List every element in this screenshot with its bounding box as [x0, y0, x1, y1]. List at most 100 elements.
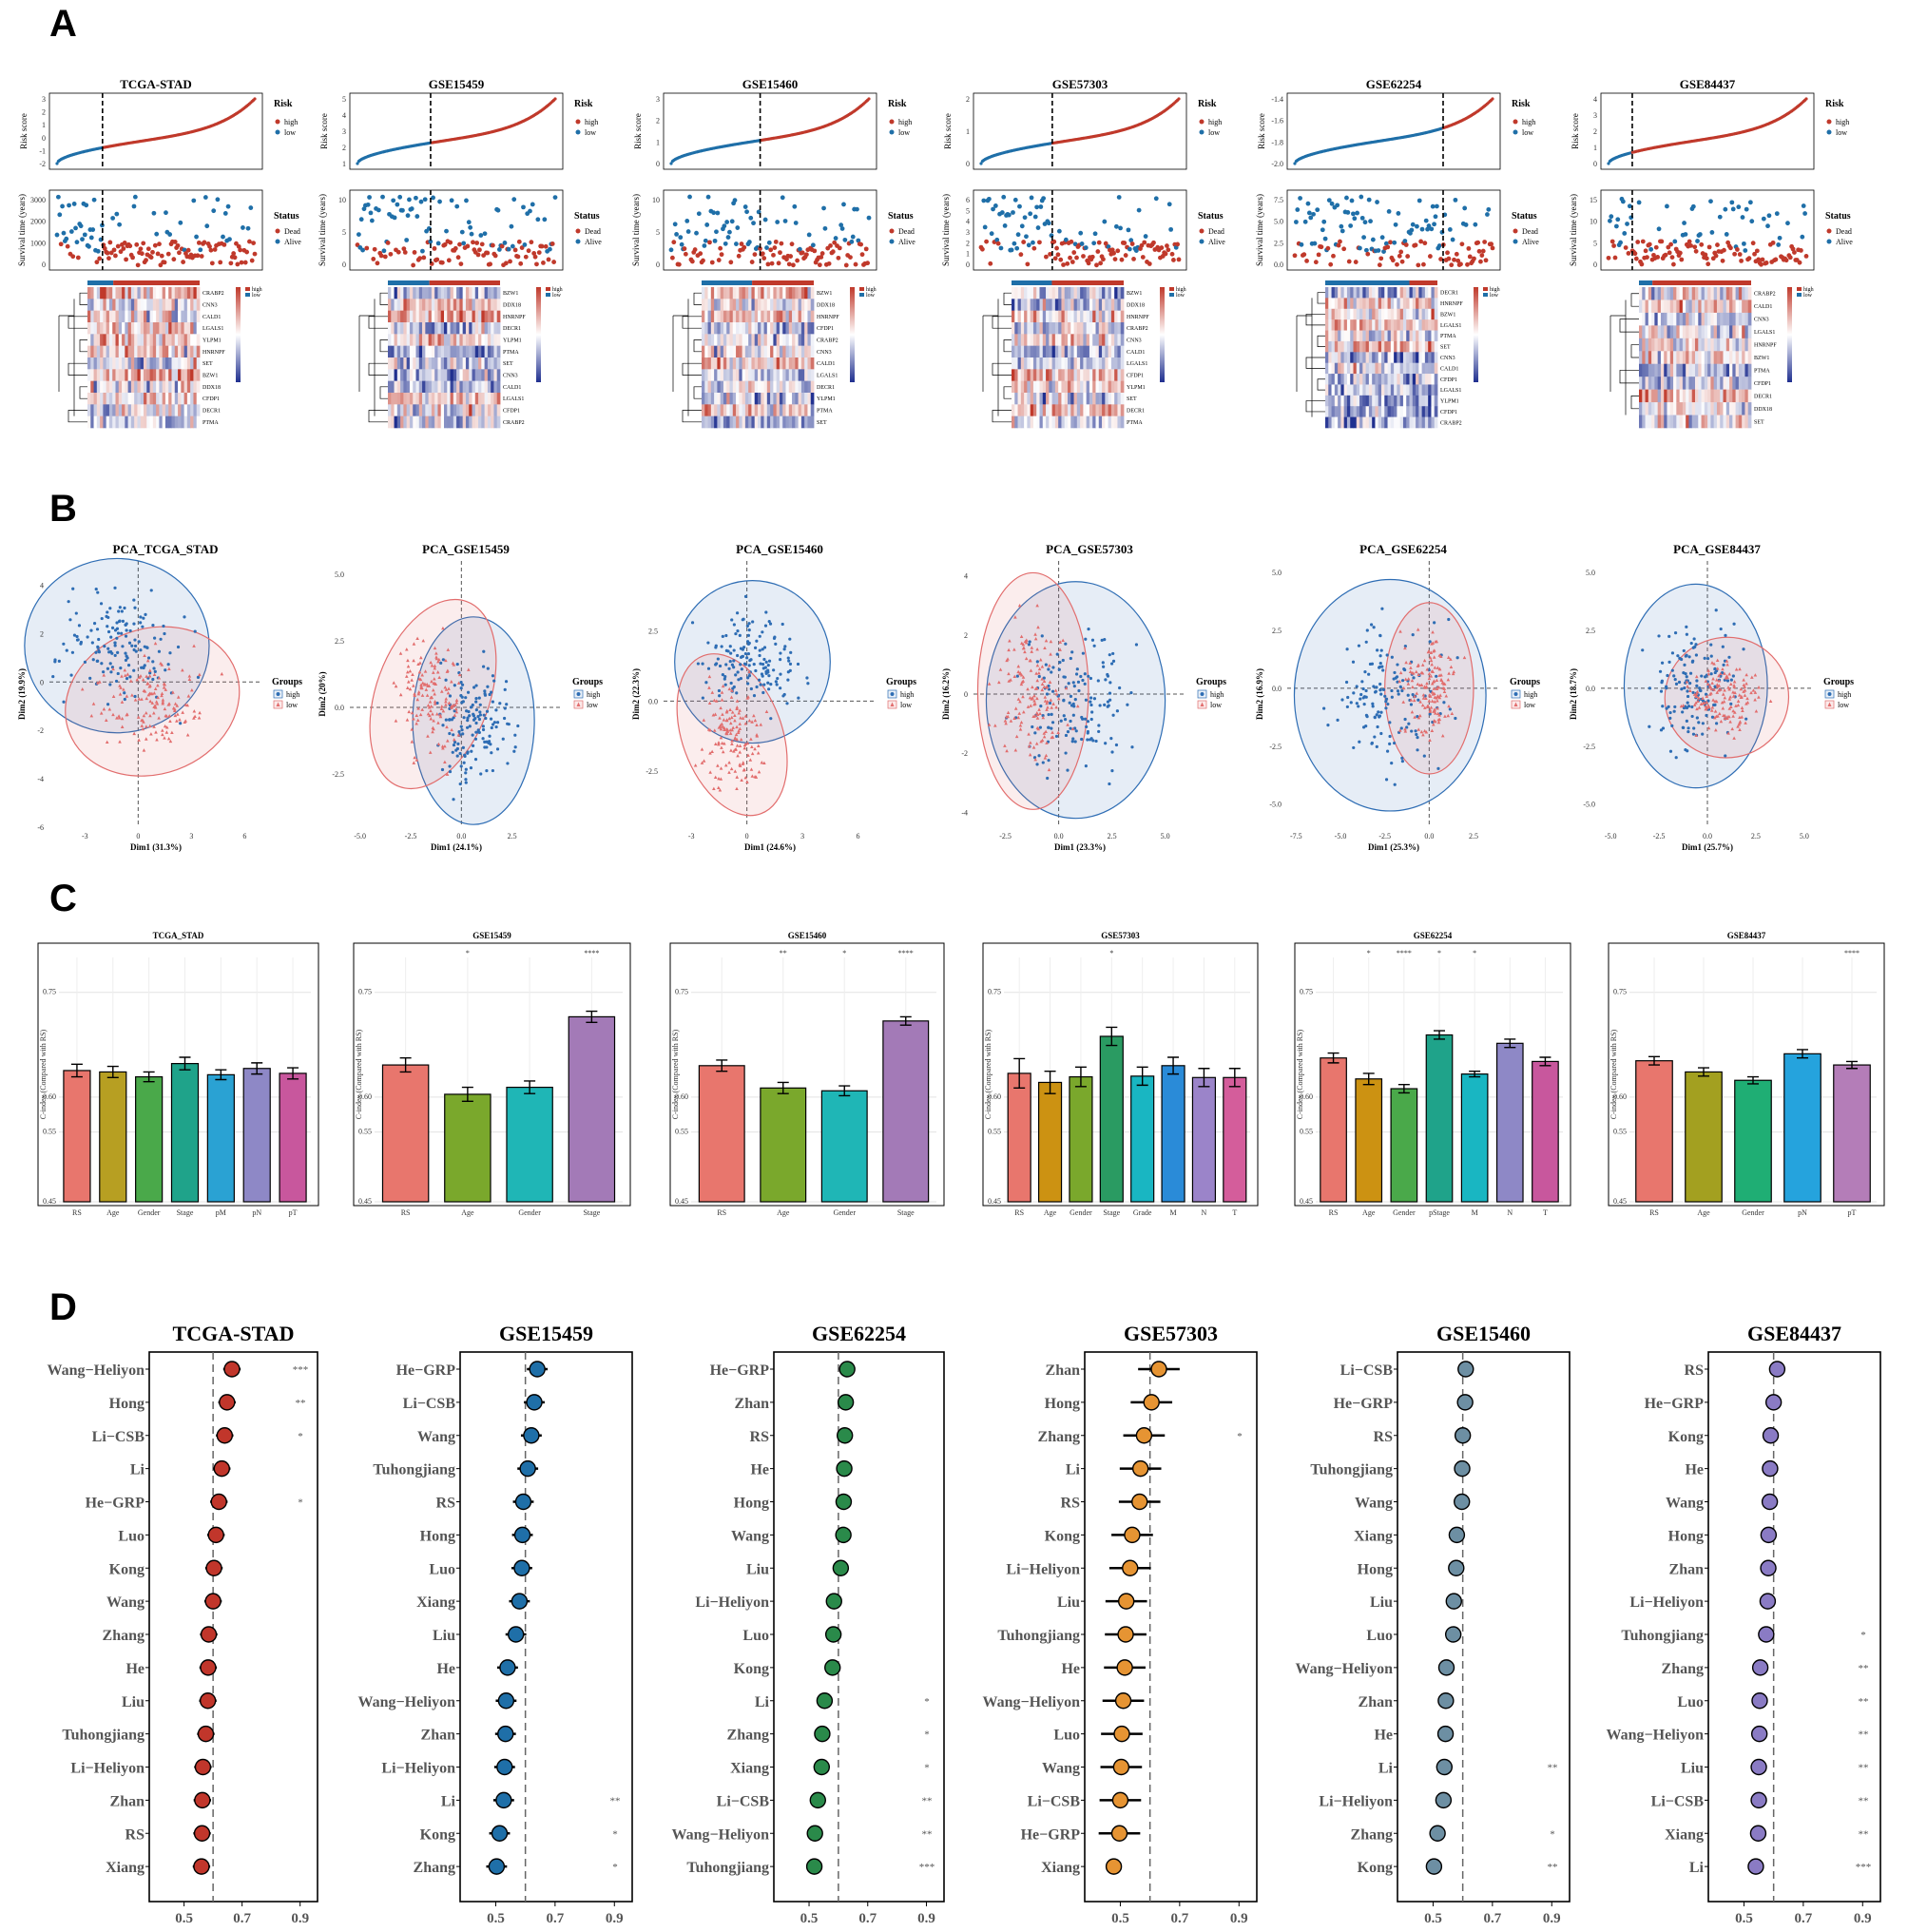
heatmap-cell — [720, 393, 724, 405]
heatmap-cell — [726, 322, 730, 335]
heatmap-cell — [108, 334, 113, 346]
risk-tick-label: 0 — [656, 160, 660, 168]
heatmap-cell — [1027, 404, 1031, 416]
heatmap-gene-label: CALD1 — [1440, 366, 1458, 372]
pca-point-high — [146, 656, 151, 660]
survival-point — [535, 217, 541, 222]
heatmap-cell — [1664, 415, 1667, 429]
heatmap-cell — [1691, 325, 1696, 339]
heatmap-cell — [1343, 319, 1348, 331]
survival-point — [1409, 227, 1415, 233]
survival-point — [247, 239, 252, 244]
heatmap-cell — [415, 345, 420, 358]
heatmap-cell — [391, 345, 395, 358]
pca-point-high — [117, 609, 121, 613]
heatmap-cell — [1024, 322, 1028, 335]
heatmap-cell — [146, 299, 150, 311]
heatmap-cell — [1054, 287, 1059, 299]
heatmap-cell — [1695, 351, 1699, 365]
pca-point-high — [108, 683, 112, 686]
heatmap-cell — [704, 369, 708, 381]
heatmap-cell — [758, 299, 761, 311]
pca-point-high — [118, 606, 122, 609]
panel-letter-d: D — [49, 1286, 77, 1328]
heatmap-cell — [1387, 330, 1392, 342]
heatmap-cell — [474, 334, 479, 346]
heatmap-cell — [1365, 340, 1370, 353]
heatmap-cell — [178, 393, 182, 405]
survival-point — [90, 227, 96, 232]
dendrogram-branch — [1630, 396, 1639, 410]
heatmap-cell — [168, 357, 172, 370]
heatmap-cell — [1102, 369, 1106, 381]
heatmap-cell — [1089, 393, 1093, 405]
heatmap-cell — [1325, 319, 1329, 331]
heatmap-cell — [394, 334, 398, 346]
survival-point — [1025, 261, 1031, 267]
survival-point — [782, 219, 788, 223]
survival-point — [360, 247, 365, 253]
survival-point — [696, 211, 702, 217]
heatmap-cell — [1325, 416, 1329, 429]
heatmap-cell — [1424, 384, 1429, 396]
survival-point — [803, 252, 809, 258]
heatmap-cell — [108, 369, 113, 381]
survival-point — [1765, 223, 1770, 229]
heatmap-cell — [1042, 380, 1047, 394]
heatmap-cell — [462, 380, 467, 394]
heatmap-cell — [1334, 287, 1339, 299]
heatmap-gene-label: CALD1 — [503, 385, 521, 391]
heatmap-cell — [1343, 308, 1348, 320]
heatmap-cell — [1747, 325, 1752, 339]
heatmap-cell — [1704, 389, 1708, 403]
survival-point — [1760, 257, 1765, 262]
survival-point — [1636, 200, 1642, 205]
heatmap-cell — [400, 345, 404, 358]
heatmap-cell — [100, 415, 104, 429]
survival-point — [82, 232, 87, 238]
heatmap-cell — [704, 334, 708, 346]
heatmap-cell — [761, 334, 764, 346]
heatmap-cell — [810, 415, 815, 429]
survival-point — [1095, 249, 1101, 254]
survival-point — [1302, 219, 1308, 224]
heatmap-cell — [144, 380, 147, 394]
survival-point — [1081, 254, 1086, 259]
heatmap-cell — [795, 322, 800, 335]
survival-point — [1021, 240, 1027, 244]
survival-point — [995, 241, 1001, 246]
heatmap-cell — [1068, 380, 1071, 394]
survival-point — [1065, 261, 1070, 266]
heatmap-cell — [1387, 362, 1392, 375]
heatmap-cell — [1645, 402, 1649, 415]
heatmap-cell — [726, 345, 730, 358]
survival-point — [91, 197, 97, 203]
heatmap-cell — [729, 334, 734, 346]
heatmap-cell — [491, 334, 494, 346]
heatmap-cell — [1397, 298, 1401, 310]
survival-tick-label: 5 — [1593, 239, 1597, 247]
heatmap-cell — [779, 310, 783, 323]
heatmap-cell — [1669, 402, 1674, 415]
heatmap-cell — [717, 380, 722, 394]
heatmap-cell — [171, 404, 176, 416]
heatmap-cell — [1639, 402, 1643, 415]
heatmap-cell — [1049, 415, 1053, 429]
heatmap-cell — [1042, 415, 1047, 429]
heatmap-cell — [425, 404, 430, 416]
heatmap-cell — [1645, 325, 1649, 339]
heatmap-cell — [1669, 389, 1674, 403]
heatmap-cell — [437, 380, 442, 394]
survival-point — [986, 196, 992, 202]
heatmap-cell — [1012, 334, 1015, 346]
heatmap-cell — [1080, 393, 1084, 405]
heatmap-cell — [474, 322, 479, 335]
heatmap-cell — [1673, 299, 1677, 314]
survival-point — [127, 243, 133, 249]
heatmap-cell — [748, 369, 752, 381]
heatmap-cell — [1381, 308, 1385, 320]
heatmap-cell — [437, 415, 442, 429]
survival-point — [388, 251, 394, 257]
heatmap-cell — [1378, 384, 1382, 396]
heatmap-cell — [742, 299, 746, 311]
